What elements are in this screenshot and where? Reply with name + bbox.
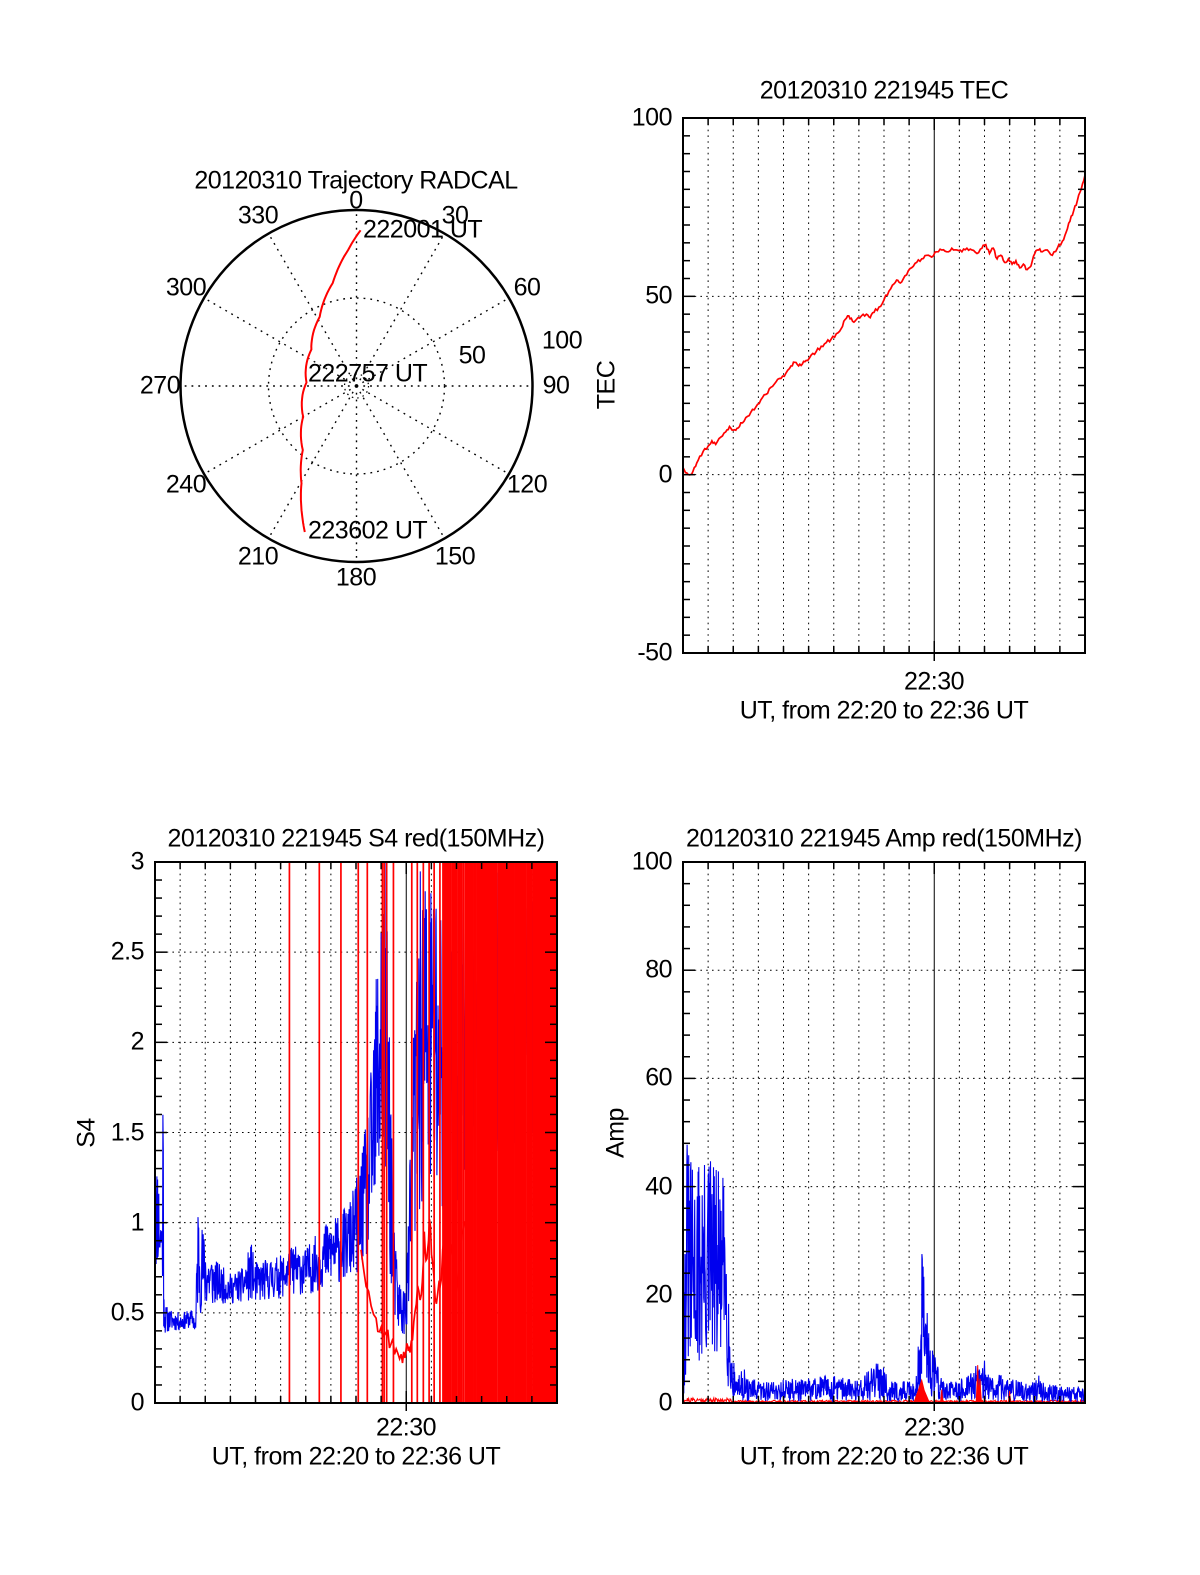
series-TEC bbox=[682, 174, 1086, 476]
s4-plot bbox=[154, 861, 558, 1411]
tec-axes-border bbox=[682, 117, 1086, 654]
s4-axes-border bbox=[154, 861, 558, 1404]
polar-circle-center bbox=[343, 373, 370, 399]
series-trajectory bbox=[299, 229, 362, 533]
polar-spoke bbox=[356, 297, 510, 387]
polar-spoke bbox=[356, 385, 510, 475]
amp-plot bbox=[682, 861, 1086, 1411]
series-Amp-blue bbox=[682, 1144, 1086, 1403]
polar-spoke bbox=[203, 297, 357, 387]
amp-axes-border bbox=[682, 861, 1086, 1404]
polar-circle-50 bbox=[267, 297, 446, 475]
polar-spoke bbox=[203, 385, 357, 475]
polar-plot bbox=[179, 208, 534, 564]
polar-spoke bbox=[355, 385, 446, 539]
tec-plot bbox=[682, 117, 1086, 661]
polar-circle-outer bbox=[179, 208, 534, 564]
polar-spoke bbox=[355, 233, 446, 387]
